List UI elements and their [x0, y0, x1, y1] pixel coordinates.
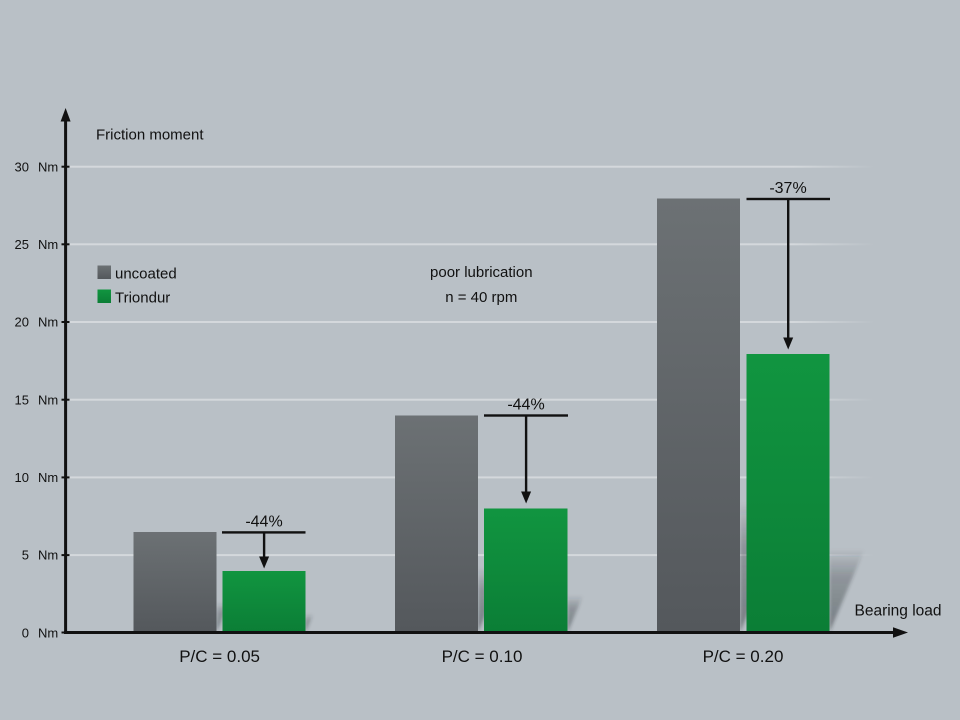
svg-text:10: 10 — [15, 470, 29, 485]
svg-text:P/C = 0.05: P/C = 0.05 — [179, 647, 260, 666]
svg-text:Nm: Nm — [38, 392, 58, 407]
svg-text:P/C = 0.20: P/C = 0.20 — [703, 647, 784, 666]
svg-text:uncoated: uncoated — [115, 266, 177, 283]
svg-text:Nm: Nm — [38, 315, 58, 330]
svg-text:P/C = 0.10: P/C = 0.10 — [442, 647, 523, 666]
svg-text:-44%: -44% — [507, 397, 544, 414]
svg-text:Nm: Nm — [38, 159, 58, 174]
svg-text:Nm: Nm — [38, 625, 58, 640]
svg-text:20: 20 — [15, 315, 29, 330]
svg-text:25: 25 — [15, 237, 29, 252]
svg-text:15: 15 — [15, 392, 29, 407]
svg-text:0: 0 — [22, 625, 29, 640]
svg-text:5: 5 — [22, 548, 29, 563]
svg-text:Nm: Nm — [38, 237, 58, 252]
svg-text:Bearing load: Bearing load — [855, 603, 942, 620]
svg-text:n = 40 rpm: n = 40 rpm — [445, 289, 517, 306]
svg-text:-37%: -37% — [769, 180, 806, 197]
svg-text:30: 30 — [15, 159, 29, 174]
svg-text:Nm: Nm — [38, 548, 58, 563]
svg-text:Nm: Nm — [38, 470, 58, 485]
svg-text:Triondur: Triondur — [115, 290, 170, 307]
svg-text:poor lubrication: poor lubrication — [430, 264, 533, 281]
svg-text:Friction moment: Friction moment — [96, 127, 204, 144]
svg-text:-44%: -44% — [245, 514, 282, 531]
